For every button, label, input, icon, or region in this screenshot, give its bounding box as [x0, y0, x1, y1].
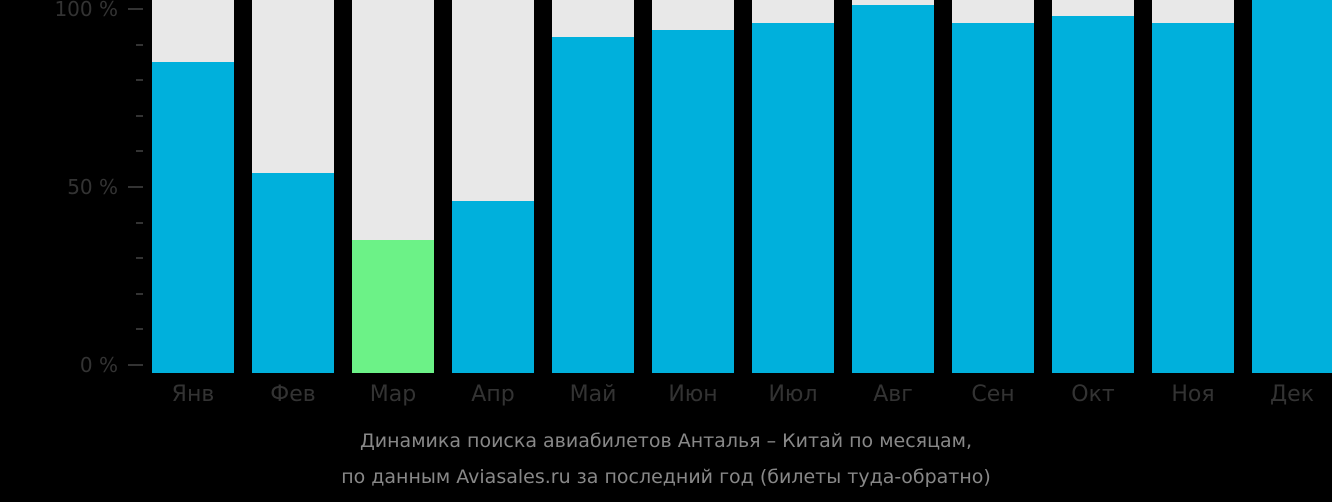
y-minor-tick	[136, 328, 143, 331]
bar-6[interactable]	[652, 0, 734, 373]
x-tick-label: Сен	[971, 382, 1015, 407]
y-tick-label: 0 %	[79, 353, 118, 377]
x-tick-label: Мар	[369, 382, 417, 407]
y-minor-tick	[136, 257, 143, 260]
bar-value-fill	[552, 37, 634, 373]
bar-value-fill	[452, 201, 534, 373]
bar-value-fill	[352, 240, 434, 373]
x-tick-label: Фев	[270, 382, 316, 407]
x-tick-label: Июн	[668, 382, 718, 407]
bar-value-fill	[152, 62, 234, 373]
y-minor-tick	[136, 79, 143, 82]
y-minor-tick	[136, 150, 143, 153]
y-minor-tick	[136, 292, 143, 295]
bar-8[interactable]	[852, 0, 934, 373]
chart-title: Динамика поиска авиабилетов Анталья – Ки…	[359, 430, 973, 452]
bar-1[interactable]	[152, 0, 234, 373]
chart-subtitle: по данным Aviasales.ru за последний год …	[341, 466, 991, 488]
bar-5[interactable]	[552, 0, 634, 373]
y-minor-tick	[136, 43, 143, 46]
x-tick-label: Дек	[1269, 382, 1314, 407]
bar-value-fill	[752, 23, 834, 373]
bar-10[interactable]	[1052, 0, 1134, 373]
y-major-tick	[128, 186, 143, 188]
bar-7[interactable]	[752, 0, 834, 373]
bar-value-fill	[1252, 0, 1332, 373]
x-tick-label: Янв	[171, 382, 215, 407]
y-minor-tick	[136, 221, 143, 224]
bar-value-fill	[952, 23, 1034, 373]
bar-value-fill	[652, 30, 734, 373]
bar-4[interactable]	[452, 0, 534, 373]
y-major-tick	[128, 8, 143, 10]
y-tick-label: 100 %	[54, 0, 118, 21]
y-minor-tick	[136, 114, 143, 117]
x-tick-label: Июл	[768, 382, 818, 407]
x-tick-label: Ноя	[1171, 382, 1215, 407]
bar-value-fill	[1152, 23, 1234, 373]
bar-value-fill	[252, 172, 334, 373]
bar-11[interactable]	[1152, 0, 1234, 373]
bar-value-fill	[1052, 16, 1134, 373]
x-tick-label: Апр	[471, 382, 515, 407]
x-tick-label: Май	[569, 382, 617, 407]
bar-value-fill	[852, 5, 934, 373]
y-major-tick	[128, 364, 143, 366]
bar-2[interactable]	[252, 0, 334, 373]
bar-12[interactable]	[1252, 0, 1332, 373]
x-tick-label: Авг	[873, 382, 913, 407]
y-tick-label: 50 %	[67, 175, 118, 199]
bar-3[interactable]	[352, 0, 434, 373]
x-tick-label: Окт	[1071, 382, 1115, 407]
bar-9[interactable]	[952, 0, 1034, 373]
